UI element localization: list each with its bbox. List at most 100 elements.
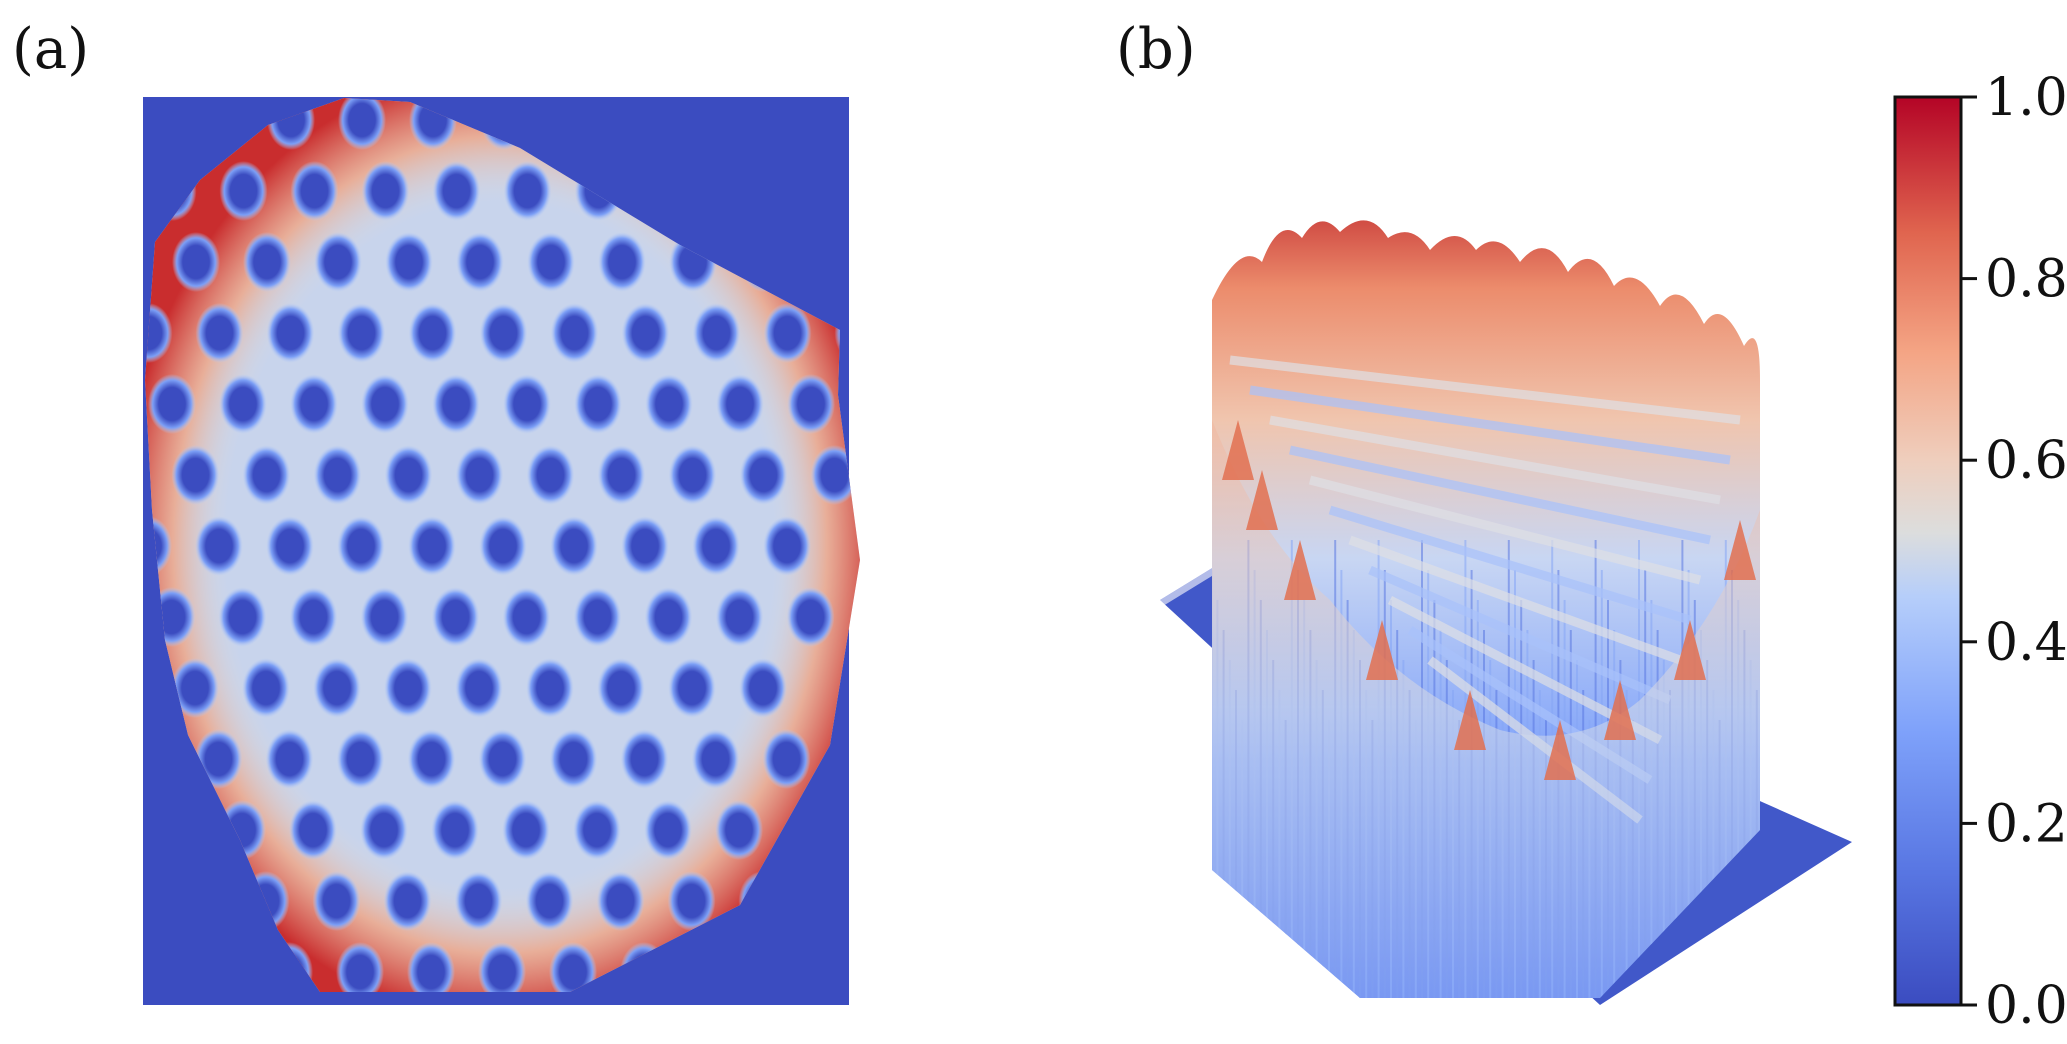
lattice-hole <box>53 516 101 576</box>
lattice-hole <box>431 587 480 647</box>
surface-panel-b <box>1160 220 1852 1005</box>
lattice-hole <box>243 232 291 292</box>
lattice-hole <box>478 729 527 789</box>
lattice-hole <box>384 658 432 718</box>
lattice-hole <box>573 800 621 860</box>
lattice-hole <box>219 161 268 221</box>
lattice-hole <box>77 374 125 434</box>
lattice-hole <box>385 232 433 292</box>
lattice-hole <box>431 1013 479 1044</box>
lattice-hole <box>502 1013 550 1044</box>
lattice-hole <box>644 587 693 647</box>
lattice-hole <box>810 445 859 505</box>
lattice-hole <box>383 871 432 931</box>
lattice-hole <box>431 800 479 860</box>
lattice-hole <box>407 942 455 992</box>
lattice-hole <box>502 800 550 860</box>
lattice-hole <box>573 587 622 647</box>
lattice-hole <box>361 374 409 434</box>
lattice-hole <box>503 374 551 434</box>
lattice-hole <box>408 516 456 576</box>
lattice-hole <box>195 303 244 363</box>
colorbar-tick-label: 1.0 <box>1985 68 2067 128</box>
surface-peak <box>1544 720 1576 780</box>
lattice-hole <box>337 303 386 363</box>
lattice-hole <box>77 587 125 647</box>
lattice-hole <box>525 871 574 931</box>
lattice-hole <box>620 729 669 789</box>
lattice-hole <box>361 161 410 221</box>
surface-peak <box>1366 620 1398 680</box>
colorbar-tick-label: 0.8 <box>1985 250 2067 310</box>
lattice-hole <box>692 516 740 576</box>
lattice-hole <box>478 942 526 992</box>
lattice-hole <box>716 374 764 434</box>
lattice-hole <box>53 729 101 789</box>
lattice-hole <box>338 98 386 150</box>
surface-peak <box>1284 540 1316 600</box>
lattice-hole <box>787 374 835 434</box>
lattice-hole <box>503 161 552 221</box>
surface-ridge <box>1249 385 1731 465</box>
lattice-hole <box>432 374 480 434</box>
surface-peak <box>1724 520 1756 580</box>
colorbar-tick-label: 0.6 <box>1985 431 2067 491</box>
lattice-hole <box>668 445 717 505</box>
surface-ridge <box>1269 415 1721 505</box>
lattice-hole <box>29 871 77 931</box>
lattice-hole <box>145 232 149 292</box>
lattice-hole <box>598 232 646 292</box>
lattice-hole <box>265 729 314 789</box>
lattice-hole <box>148 374 196 434</box>
lattice-hole <box>290 374 338 434</box>
lattice-hole <box>147 1013 195 1044</box>
lattice-hole <box>621 516 669 576</box>
lattice-hole <box>645 374 693 434</box>
lattice-hole <box>337 516 385 576</box>
lattice-hole <box>739 445 788 505</box>
colorbar-gradient <box>1893 95 1963 1007</box>
lattice-hole <box>289 1013 337 1044</box>
surface-front-wall <box>1212 420 1760 998</box>
lattice-hole <box>691 729 740 789</box>
lattice-hole <box>668 658 716 718</box>
lattice-hole <box>145 658 148 718</box>
lattice-hole <box>715 587 764 647</box>
surface-ridge <box>1308 475 1702 585</box>
lattice-hole <box>762 729 811 789</box>
surface-ridge <box>1368 565 1672 705</box>
colorbar-ticks: 0.0 0.2 0.4 0.6 0.8 1.0 <box>1961 68 2067 1036</box>
lattice-hole <box>5 1013 53 1044</box>
lattice-hole <box>360 587 409 647</box>
lattice-hole <box>715 1013 763 1044</box>
lattice-hole <box>526 445 575 505</box>
lattice-hole <box>360 1013 408 1044</box>
surface-ridge <box>1229 355 1741 425</box>
lattice-hole <box>644 800 692 860</box>
heatmap-panel-a <box>0 97 860 1044</box>
lattice-hole <box>52 942 100 1002</box>
lattice-hole <box>242 658 290 718</box>
surface-peak <box>1222 420 1254 480</box>
lattice-hole <box>597 658 645 718</box>
lattice-hole <box>527 232 575 292</box>
lattice-hole <box>692 303 741 363</box>
surface-ridge <box>1328 505 1692 625</box>
lattice-hole <box>145 871 148 931</box>
lattice-hole <box>786 587 835 647</box>
lattice-hole <box>312 871 361 931</box>
lattice-hole <box>763 516 811 576</box>
lattice-hole <box>455 658 503 718</box>
lattice-hole <box>145 445 149 505</box>
lattice-hole <box>76 1013 124 1044</box>
lattice-hole <box>218 587 267 647</box>
lattice-hole <box>479 516 527 576</box>
surface-peak <box>1674 620 1706 680</box>
lattice-hole <box>336 942 384 992</box>
lattice-hole <box>219 374 267 434</box>
lattice-hole <box>407 729 456 789</box>
surface-base-edge <box>1160 562 1225 606</box>
lattice-hole <box>0 942 29 1002</box>
surface-ridge <box>1348 535 1682 665</box>
